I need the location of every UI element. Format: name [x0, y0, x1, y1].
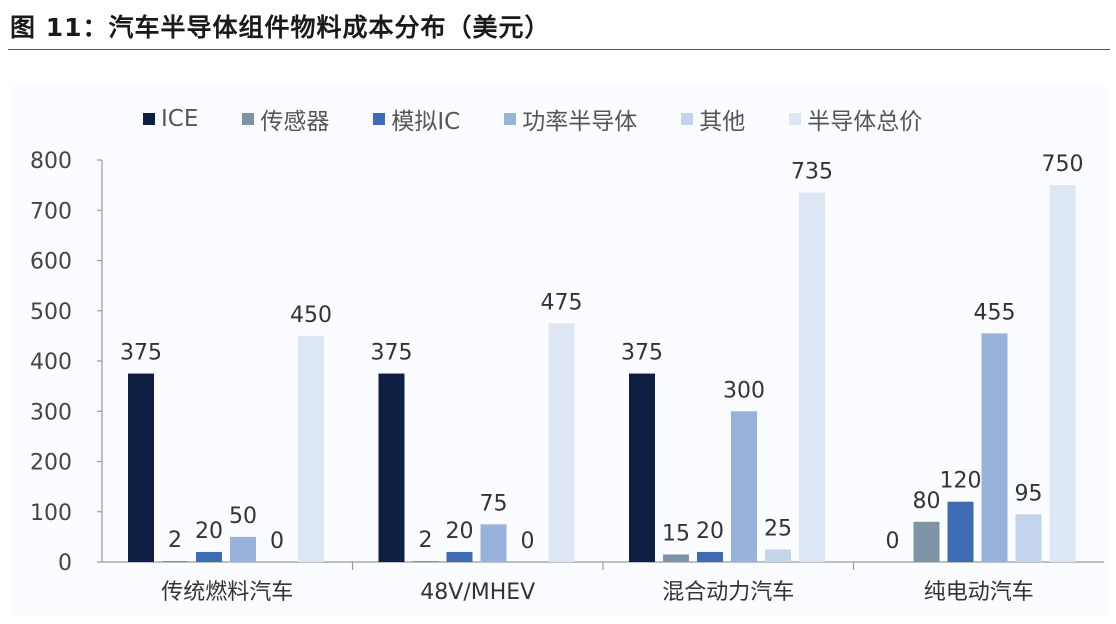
category-label: 纯电动汽车	[924, 580, 1034, 605]
data-label: 25	[764, 516, 792, 541]
chart-legend: ICE 传感器 模拟IC 功率半导体 其他 半导体总价	[143, 102, 966, 136]
data-label: 2	[419, 528, 433, 553]
data-label: 475	[541, 290, 583, 315]
data-label: 15	[662, 521, 690, 546]
legend-label: 功率半导体	[522, 109, 638, 135]
data-label: 75	[480, 491, 508, 516]
bar	[162, 560, 188, 562]
bar	[128, 373, 154, 562]
legend-item: 其他	[681, 102, 745, 136]
y-tick-label: 600	[30, 250, 72, 275]
legend-label: 半导体总价	[807, 109, 923, 135]
figure-title: 图 11：汽车半导体组件物料成本分布（美元）	[10, 13, 551, 42]
bar	[480, 524, 507, 562]
category-label: 传统燃料汽车	[161, 580, 293, 605]
bar	[629, 373, 655, 562]
y-tick-label: 500	[30, 300, 72, 325]
bar	[731, 411, 757, 562]
legend-label: 模拟IC	[391, 109, 461, 135]
legend-item: ICE	[143, 106, 198, 132]
bar	[378, 373, 405, 562]
bar	[697, 551, 723, 562]
bar	[765, 549, 791, 562]
bar	[446, 551, 473, 562]
legend-swatch	[242, 113, 255, 125]
data-label: 20	[446, 519, 474, 544]
bar	[663, 554, 689, 562]
bar	[947, 501, 974, 562]
bar	[981, 333, 1008, 562]
data-label: 375	[371, 341, 413, 366]
data-label: 375	[621, 341, 663, 366]
data-label: 735	[791, 160, 833, 185]
legend-item: 传感器	[242, 102, 329, 136]
legend-item: 模拟IC	[373, 102, 460, 136]
data-label: 300	[723, 378, 765, 403]
data-label: 0	[521, 529, 535, 554]
legend-label: ICE	[161, 106, 199, 132]
legend-label: 其他	[699, 109, 746, 135]
bar	[1049, 185, 1076, 562]
legend-item: 半导体总价	[789, 102, 922, 136]
title-divider	[8, 49, 1110, 50]
data-label: 0	[886, 529, 900, 554]
y-tick-label: 700	[30, 199, 72, 224]
data-label: 455	[974, 300, 1016, 325]
data-label: 0	[270, 529, 284, 554]
bar	[230, 536, 256, 562]
category-label: 48V/MHEV	[420, 580, 535, 605]
y-tick-label: 400	[30, 350, 72, 375]
y-tick-label: 800	[30, 149, 72, 174]
data-label: 20	[696, 519, 724, 544]
y-tick-label: 200	[30, 451, 72, 476]
y-tick-label: 100	[30, 501, 72, 526]
y-tick-label: 300	[30, 400, 72, 425]
y-tick-label: 0	[58, 551, 72, 576]
bar	[548, 323, 575, 562]
legend-item: 功率半导体	[504, 102, 637, 136]
legend-swatch	[504, 113, 517, 125]
legend-swatch	[373, 113, 386, 125]
bar	[799, 192, 825, 562]
data-label: 450	[290, 303, 332, 328]
legend-swatch	[143, 113, 155, 125]
data-label: 120	[940, 469, 982, 494]
category-label: 混合动力汽车	[662, 580, 794, 605]
data-label: 95	[1015, 481, 1043, 506]
data-label: 20	[195, 519, 223, 544]
bar	[412, 560, 439, 562]
bar	[298, 335, 324, 562]
legend-swatch	[681, 113, 694, 125]
bar	[1015, 514, 1042, 562]
bar	[196, 551, 222, 562]
legend-label: 传感器	[260, 109, 330, 135]
data-label: 2	[168, 528, 182, 553]
data-label: 750	[1042, 152, 1084, 177]
data-label: 50	[229, 504, 257, 529]
bar	[913, 521, 940, 562]
data-label: 375	[120, 341, 162, 366]
legend-swatch	[789, 113, 802, 125]
data-label: 80	[913, 489, 941, 514]
